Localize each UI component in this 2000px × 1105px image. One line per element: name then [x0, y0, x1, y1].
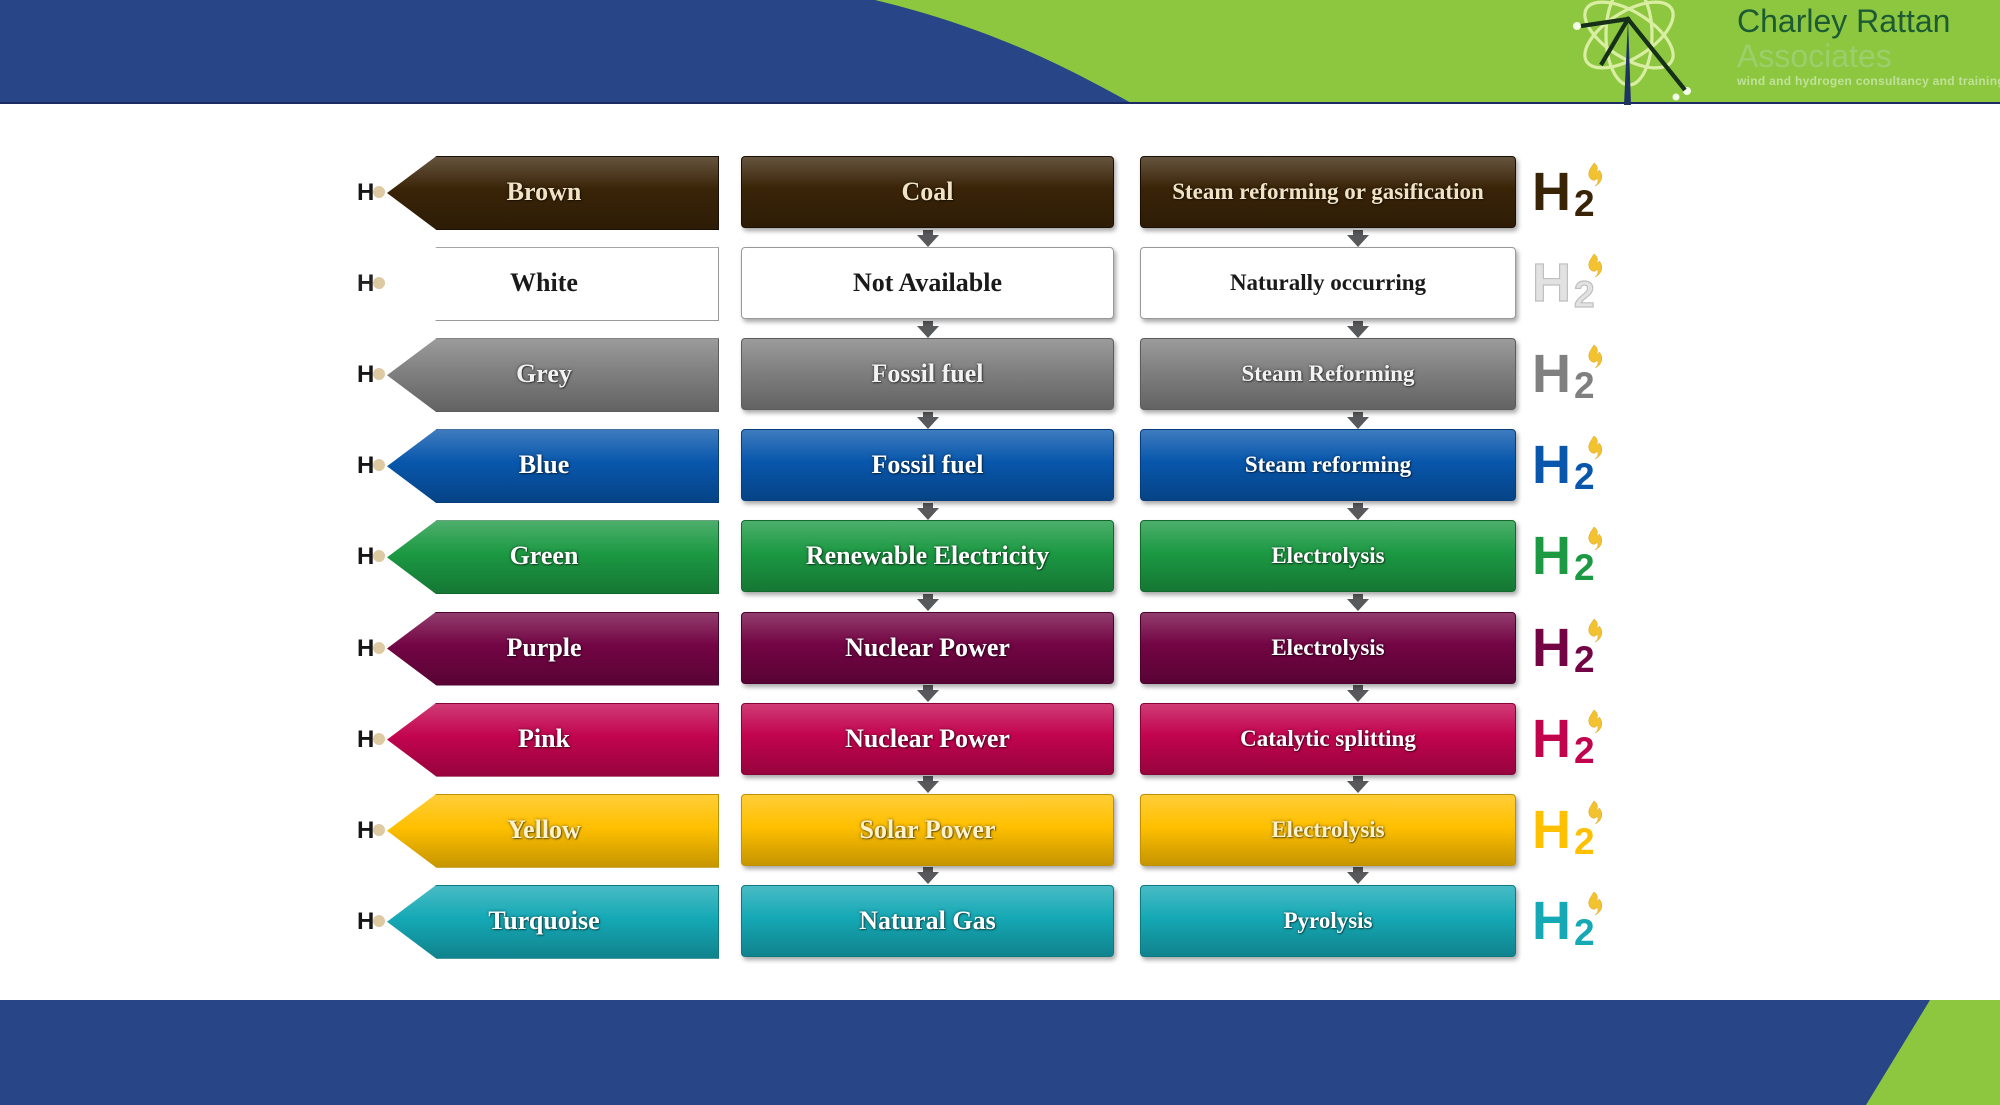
- svg-text:H: H: [1532, 891, 1571, 951]
- svg-text:H: H: [1532, 435, 1571, 495]
- svg-text:H: H: [1532, 709, 1571, 769]
- svg-text:H: H: [1532, 344, 1571, 404]
- svg-text:H: H: [1532, 618, 1571, 678]
- svg-text:2: 2: [1574, 821, 1595, 862]
- svg-text:2: 2: [1574, 639, 1595, 680]
- svg-text:H: H: [1532, 253, 1571, 313]
- svg-text:2: 2: [1574, 456, 1595, 497]
- svg-text:2: 2: [1574, 912, 1595, 953]
- svg-text:H: H: [1532, 526, 1571, 586]
- svg-text:2: 2: [1574, 183, 1595, 224]
- svg-text:H: H: [1532, 162, 1571, 222]
- svg-text:H: H: [1532, 800, 1571, 860]
- svg-text:2: 2: [1574, 730, 1595, 771]
- svg-text:2: 2: [1574, 365, 1595, 406]
- svg-text:2: 2: [1574, 274, 1595, 315]
- svg-text:2: 2: [1574, 547, 1595, 588]
